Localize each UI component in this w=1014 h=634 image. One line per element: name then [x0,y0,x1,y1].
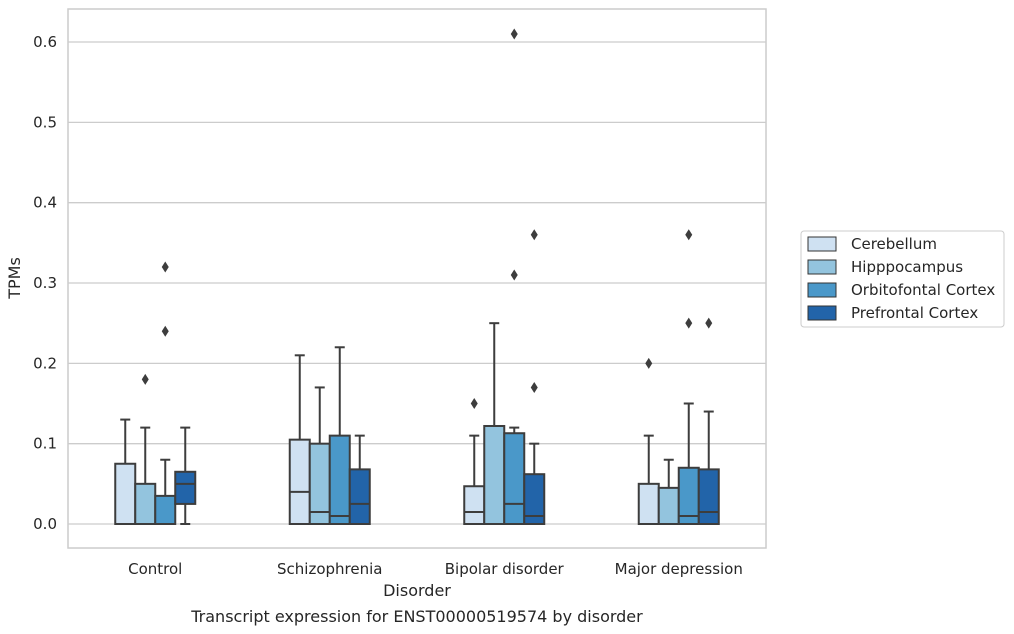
box-0-1 [288,354,311,525]
y-tick-label: 0.5 [33,113,57,131]
plot-background [68,9,766,548]
box-body [154,494,177,525]
legend-frame [800,230,1005,328]
y-tick-label: 0.4 [33,194,57,212]
legend-label: Cerebellum [851,235,937,253]
legend-swatch [807,282,837,298]
y-tick-label: 0.6 [33,33,57,51]
y-tick-label: 0.2 [33,354,57,372]
box-body [657,486,680,525]
box-1-1 [308,386,331,526]
box-1-0 [134,373,157,525]
chart-caption: Transcript expression for ENST0000051957… [190,607,643,626]
y-tick-label: 0.0 [33,515,57,533]
x-tick-label: Bipolar disorder [445,560,565,578]
outlier-point [161,325,169,337]
x-axis-ticks: Control Schizophrenia Bipolar disorder Majo… [128,560,743,578]
outlier-point [645,357,653,369]
box-body [348,468,371,526]
outlier-point [470,398,478,410]
legend-swatch [807,305,837,321]
x-tick-label: Major depression [615,560,743,578]
box-3-3 [697,317,720,526]
box-body [174,470,197,505]
outlier-point [141,373,149,385]
plot-frame [67,8,767,549]
box-3-2 [523,229,546,526]
legend-label: Prefrontal Cortex [851,304,978,322]
box-1-2 [483,322,506,526]
box-body [463,485,486,526]
legend: Cerebellum Hipppocampus Orbitofontal Corte… [800,230,1005,328]
box-0-2 [463,398,486,526]
x-tick-label: Control [128,560,182,578]
legend-swatch [807,236,837,252]
y-axis-ticks: 0.0 0.1 0.2 0.3 0.4 0.5 0.6 [33,33,57,533]
outlier-point [161,261,169,273]
box-body [328,434,351,525]
box-2-3 [677,229,700,526]
outlier-point [510,28,518,40]
box-body [288,438,311,525]
legend-swatch [807,259,837,275]
outlier-point [530,229,538,241]
box-body [134,482,157,525]
box-body [523,473,546,526]
y-axis-title: TPMs [5,257,24,300]
box-2-0 [154,261,177,525]
outlier-point [530,381,538,393]
box-0-3 [637,357,660,525]
box-0-0 [114,418,137,526]
y-tick-label: 0.1 [33,435,57,453]
box-3-1 [348,434,371,526]
outlier-point [685,229,693,241]
box-body [637,482,660,525]
legend-label: Orbitofontal Cortex [851,281,995,299]
box-body [697,468,720,526]
legend-label: Hipppocampus [851,258,963,276]
box-body [114,462,137,526]
x-tick-label: Schizophrenia [277,560,382,578]
outlier-point [510,269,518,281]
outlier-point [685,317,693,329]
boxes [114,28,720,526]
box-body [483,424,506,526]
y-tick-label: 0.3 [33,274,57,292]
x-axis-title: Disorder [383,581,451,600]
box-body [503,432,526,526]
outlier-point [705,317,713,329]
box-3-0 [174,426,197,525]
